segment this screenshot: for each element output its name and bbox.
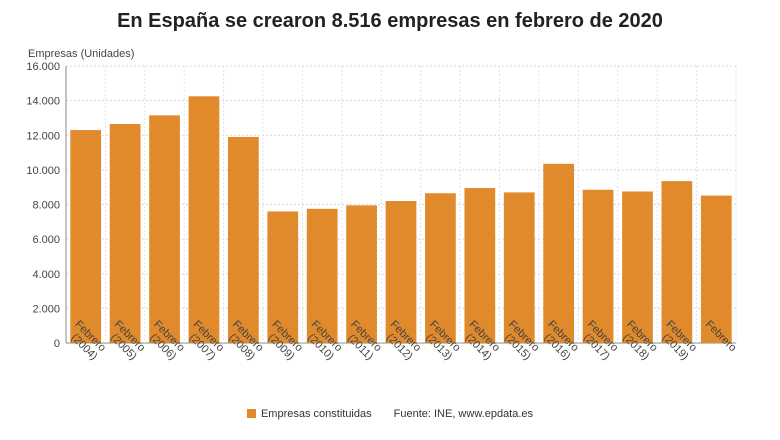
bar (346, 205, 377, 343)
bar (503, 192, 535, 343)
bar (425, 193, 456, 343)
y-tick-label: 12.000 (26, 130, 60, 142)
y-tick-label: 10.000 (26, 165, 60, 177)
bar (188, 96, 220, 343)
bar (227, 136, 259, 343)
y-axis-title: Empresas (Unidades) (28, 48, 134, 60)
bar (661, 181, 693, 343)
bar (622, 191, 653, 343)
y-tick-label: 6.000 (32, 234, 60, 246)
bar (70, 130, 102, 343)
chart-title: En España se crearon 8.516 empresas en f… (117, 10, 663, 32)
bar (543, 163, 575, 343)
bar (306, 208, 338, 343)
bar (149, 115, 180, 343)
y-tick-label: 8.000 (32, 200, 60, 212)
source-note: Fuente: INE, www.epdata.es (393, 408, 534, 420)
y-tick-label: 4.000 (32, 269, 60, 281)
legend: Empresas constituidas Fuente: INE, www.ep… (0, 408, 780, 420)
legend-label: Empresas constituidas (260, 408, 372, 420)
bar (582, 189, 614, 343)
bars (70, 96, 732, 343)
bar (385, 201, 417, 343)
bar (700, 195, 732, 343)
bar (464, 188, 496, 343)
y-tick-label: 16.000 (26, 61, 60, 73)
y-tick-label: 0 (54, 338, 60, 350)
y-tick-label: 2.000 (32, 303, 60, 315)
y-tick-label: 14.000 (26, 96, 60, 108)
bar (109, 123, 141, 343)
legend-swatch (246, 408, 256, 418)
bar (267, 211, 299, 343)
